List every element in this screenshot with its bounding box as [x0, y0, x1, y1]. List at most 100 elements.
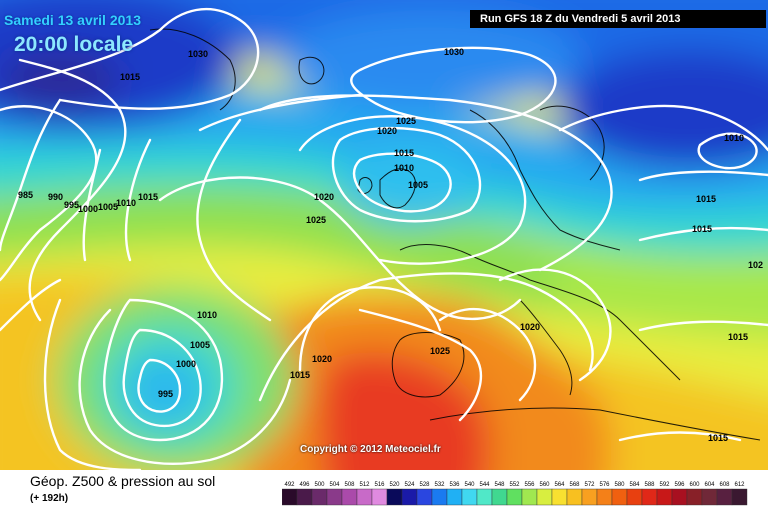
legend-swatch — [296, 488, 313, 506]
forecast-offset: (+ 192h) — [30, 493, 69, 504]
legend-value: 604 — [704, 482, 715, 488]
pressure-label: 995 — [158, 389, 173, 399]
pressure-label: 1015 — [728, 332, 748, 342]
legend-value: 572 — [584, 482, 595, 488]
legend-value: 508 — [344, 482, 355, 488]
map-title: Géop. Z500 & pression au sol — [30, 473, 216, 489]
legend-swatch — [431, 488, 448, 506]
run-banner: Run GFS 18 Z du Vendredi 5 avril 2013 — [470, 10, 766, 28]
legend-swatch — [581, 488, 598, 506]
legend-value: 560 — [539, 482, 550, 488]
legend-swatch — [282, 488, 298, 506]
legend-swatch — [536, 488, 553, 506]
pressure-label: 1015 — [138, 192, 158, 202]
legend-swatch — [386, 488, 403, 506]
pressure-label: 1005 — [98, 202, 118, 212]
legend-swatch — [566, 488, 583, 506]
forecast-date: Samedi 13 avril 2013 — [4, 12, 141, 28]
legend-value: 532 — [434, 482, 445, 488]
legend-swatch — [491, 488, 508, 506]
pressure-label: 1000 — [176, 359, 196, 369]
copyright-text: Copyright © 2012 Meteociel.fr — [300, 444, 441, 455]
legend-swatch — [611, 488, 628, 506]
pressure-label: 1015 — [708, 433, 728, 443]
pressure-label: 1010 — [116, 198, 136, 208]
pressure-label: 1015 — [120, 72, 140, 82]
legend-value: 524 — [404, 482, 415, 488]
legend-swatch — [551, 488, 568, 506]
legend-value: 600 — [689, 482, 700, 488]
legend-value: 540 — [464, 482, 475, 488]
legend-value: 592 — [659, 482, 670, 488]
pressure-label: 990 — [48, 192, 63, 202]
legend-value: 584 — [629, 482, 640, 488]
legend-value: 512 — [359, 482, 370, 488]
legend-value: 596 — [674, 482, 685, 488]
legend-swatch — [596, 488, 613, 506]
pressure-label: 1020 — [312, 354, 332, 364]
pressure-label: 1025 — [430, 346, 450, 356]
legend-value: 608 — [719, 482, 730, 488]
legend-value: 548 — [494, 482, 505, 488]
color-legend: 492 496 500 504 508 512 516 520 524 528 532 536 540 5… — [282, 482, 748, 506]
legend-swatch — [521, 488, 538, 506]
legend-swatch — [686, 488, 703, 506]
legend-value: 568 — [569, 482, 580, 488]
legend-swatch — [476, 488, 493, 506]
legend-value: 580 — [614, 482, 625, 488]
legend-swatch — [341, 488, 358, 506]
pressure-label: 1000 — [78, 204, 98, 214]
legend-value: 516 — [374, 482, 385, 488]
pressure-label: 1005 — [408, 180, 428, 190]
legend-swatch — [716, 488, 733, 506]
legend-swatch — [641, 488, 658, 506]
legend-swatch — [506, 488, 523, 506]
pressure-label: 1015 — [692, 224, 712, 234]
legend-value: 576 — [599, 482, 610, 488]
legend-value: 588 — [644, 482, 655, 488]
forecast-time: 20:00 locale — [14, 33, 134, 56]
pressure-label: 1015 — [394, 148, 414, 158]
legend-value: 504 — [329, 482, 340, 488]
legend-value: 552 — [509, 482, 520, 488]
legend-value: 492 — [284, 482, 295, 488]
pressure-label: 1020 — [314, 192, 334, 202]
legend-value: 612 — [734, 482, 745, 488]
legend-value: 528 — [419, 482, 430, 488]
legend-swatch — [401, 488, 418, 506]
legend-swatch — [446, 488, 463, 506]
legend-swatch — [311, 488, 328, 506]
pressure-label: 1030 — [188, 49, 208, 59]
legend-value: 496 — [299, 482, 310, 488]
legend-value: 520 — [389, 482, 400, 488]
legend-value: 536 — [449, 482, 460, 488]
pressure-label: 1015 — [696, 194, 716, 204]
legend-swatch — [356, 488, 373, 506]
legend-value: 564 — [554, 482, 565, 488]
pressure-label: 1030 — [444, 47, 464, 57]
legend-swatch — [671, 488, 688, 506]
weather-map: 1030 1015 1030 1025 1020 1015 1010 1005 … — [0, 0, 768, 470]
pressure-label: 1025 — [396, 116, 416, 126]
pressure-labels: 1030 1015 1030 1025 1020 1015 1010 1005 … — [18, 47, 763, 443]
pressure-label: 1010 — [724, 133, 744, 143]
legend-swatch — [326, 488, 343, 506]
legend-value: 500 — [314, 482, 325, 488]
pressure-label: 1020 — [520, 322, 540, 332]
pressure-label: 1015 — [290, 370, 310, 380]
legend-value: 556 — [524, 482, 535, 488]
pressure-label: 985 — [18, 190, 33, 200]
legend-value: 544 — [479, 482, 490, 488]
pressure-label: 1020 — [377, 126, 397, 136]
pressure-label: 995 — [64, 200, 79, 210]
legend-swatch — [731, 488, 748, 506]
isobars — [0, 7, 768, 470]
pressure-label: 1010 — [394, 163, 414, 173]
pressure-label: 1005 — [190, 340, 210, 350]
pressure-label: 1025 — [306, 215, 326, 225]
legend-swatch — [461, 488, 478, 506]
legend-swatch — [371, 488, 388, 506]
legend-swatch — [416, 488, 433, 506]
legend-swatch — [656, 488, 673, 506]
